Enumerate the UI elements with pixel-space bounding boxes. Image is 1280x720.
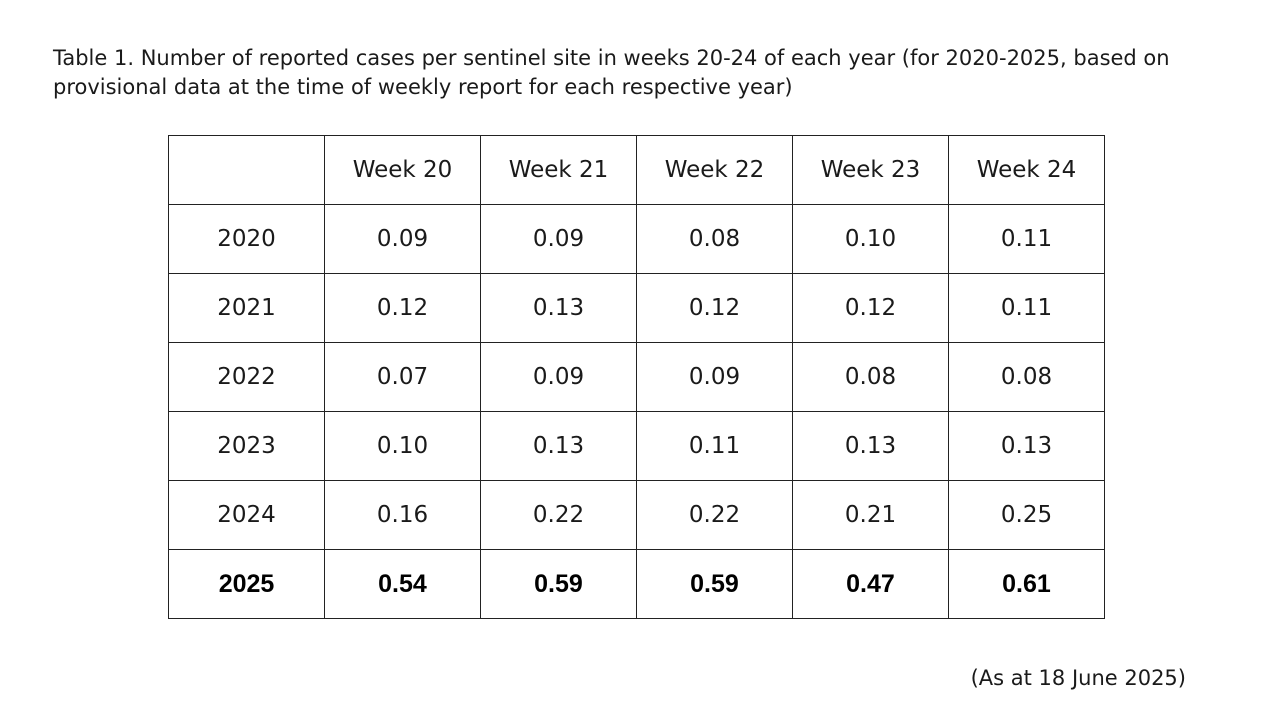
table-cell: 0.08 bbox=[948, 342, 1105, 412]
row-header-year: 2020 bbox=[168, 204, 325, 274]
table-cell: 0.21 bbox=[792, 480, 949, 550]
table-cell: 0.61 bbox=[948, 549, 1105, 619]
table-cell: 0.09 bbox=[480, 342, 637, 412]
table-cell: 0.07 bbox=[324, 342, 481, 412]
table-cell: 0.16 bbox=[324, 480, 481, 550]
table-row: 2020 0.09 0.09 0.08 0.10 0.11 bbox=[168, 204, 1105, 274]
cases-table: Week 20 Week 21 Week 22 Week 23 Week 24 … bbox=[168, 135, 1105, 619]
table-cell: 0.08 bbox=[636, 204, 793, 274]
row-header-year: 2021 bbox=[168, 273, 325, 343]
table-cell: 0.54 bbox=[324, 549, 481, 619]
table-cell: 0.11 bbox=[948, 204, 1105, 274]
table-cell: 0.13 bbox=[480, 273, 637, 343]
table-cell: 0.09 bbox=[324, 204, 481, 274]
table-cell: 0.25 bbox=[948, 480, 1105, 550]
column-header: Week 22 bbox=[636, 135, 793, 205]
table-cell: 0.22 bbox=[480, 480, 637, 550]
column-header: Week 23 bbox=[792, 135, 949, 205]
table-cell: 0.12 bbox=[324, 273, 481, 343]
table-cell: 0.10 bbox=[792, 204, 949, 274]
table-cell: 0.12 bbox=[792, 273, 949, 343]
corner-cell bbox=[168, 135, 325, 205]
row-header-year: 2024 bbox=[168, 480, 325, 550]
table-cell: 0.13 bbox=[948, 411, 1105, 481]
table-cell: 0.11 bbox=[948, 273, 1105, 343]
table-cell: 0.22 bbox=[636, 480, 793, 550]
date-note: (As at 18 June 2025) bbox=[970, 666, 1186, 690]
table-cell: 0.10 bbox=[324, 411, 481, 481]
table-row: 2022 0.07 0.09 0.09 0.08 0.08 bbox=[168, 342, 1105, 412]
table-cell: 0.59 bbox=[480, 549, 637, 619]
table-cell: 0.11 bbox=[636, 411, 793, 481]
row-header-year: 2023 bbox=[168, 411, 325, 481]
table-row-highlight: 2025 0.54 0.59 0.59 0.47 0.61 bbox=[168, 549, 1105, 619]
table-row: 2023 0.10 0.13 0.11 0.13 0.13 bbox=[168, 411, 1105, 481]
table-cell: 0.08 bbox=[792, 342, 949, 412]
table-cell: 0.47 bbox=[792, 549, 949, 619]
table-cell: 0.09 bbox=[636, 342, 793, 412]
row-header-year: 2025 bbox=[168, 549, 325, 619]
table-row: 2021 0.12 0.13 0.12 0.12 0.11 bbox=[168, 273, 1105, 343]
row-header-year: 2022 bbox=[168, 342, 325, 412]
table-cell: 0.09 bbox=[480, 204, 637, 274]
column-header: Week 21 bbox=[480, 135, 637, 205]
table-cell: 0.59 bbox=[636, 549, 793, 619]
table-header-row: Week 20 Week 21 Week 22 Week 23 Week 24 bbox=[168, 135, 1105, 205]
table-cell: 0.12 bbox=[636, 273, 793, 343]
table-cell: 0.13 bbox=[480, 411, 637, 481]
table-row: 2024 0.16 0.22 0.22 0.21 0.25 bbox=[168, 480, 1105, 550]
table-cell: 0.13 bbox=[792, 411, 949, 481]
column-header: Week 20 bbox=[324, 135, 481, 205]
table-caption: Table 1. Number of reported cases per se… bbox=[53, 46, 1170, 99]
column-header: Week 24 bbox=[948, 135, 1105, 205]
